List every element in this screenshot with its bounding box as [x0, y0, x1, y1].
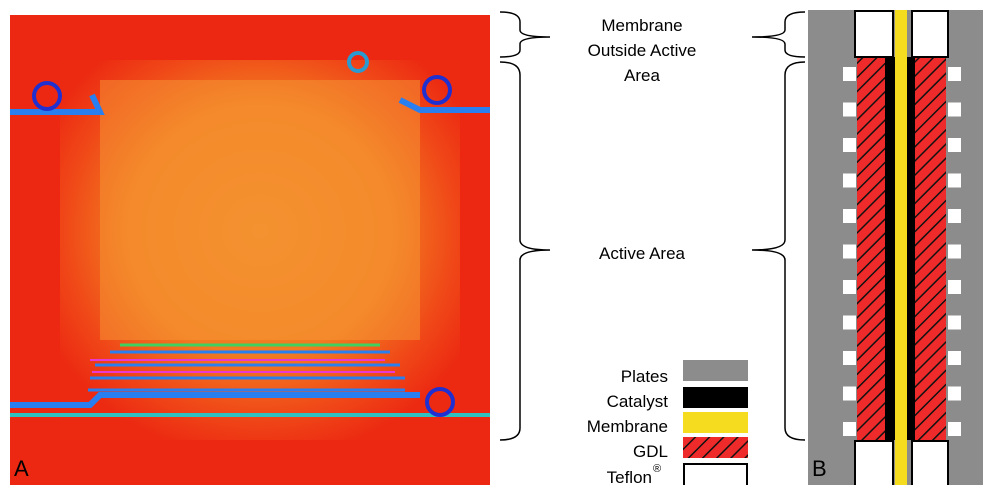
- gdl: [913, 57, 946, 440]
- braces-b: [752, 12, 805, 440]
- legend-label: GDL: [633, 442, 668, 461]
- panel-a: A: [10, 15, 490, 485]
- flow-channel: [843, 174, 856, 188]
- flow-channel: [948, 67, 961, 81]
- catalyst: [906, 57, 915, 440]
- legend-swatch: [683, 360, 748, 381]
- legend-label: Plates: [621, 367, 668, 386]
- flow-channel: [843, 387, 856, 401]
- teflon: [912, 11, 948, 57]
- flow-channel: [948, 387, 961, 401]
- panel-b: B: [808, 10, 983, 485]
- annotation: Active Area: [599, 244, 686, 263]
- legend-label: Catalyst: [607, 392, 669, 411]
- figure: A Membrane Outside Active Area Active Ar…: [0, 0, 983, 485]
- flow-channel: [843, 67, 856, 81]
- flow-channel: [948, 280, 961, 294]
- flow-channel: [843, 103, 856, 117]
- legend-label: Teflon: [607, 468, 652, 485]
- braces-a: [500, 12, 550, 440]
- flow-channel: [843, 245, 856, 259]
- flow-channel: [843, 280, 856, 294]
- catalyst: [885, 57, 895, 440]
- flow-channel: [948, 138, 961, 152]
- flow-channel: [948, 422, 961, 436]
- flow-channel: [948, 316, 961, 330]
- flow-channel: [948, 209, 961, 223]
- legend-label: Membrane: [587, 417, 668, 436]
- teflon: [855, 441, 893, 485]
- teflon: [912, 441, 948, 485]
- membrane: [895, 10, 907, 485]
- annotation-line: Outside Active: [588, 41, 697, 60]
- legend-swatch: [684, 464, 747, 485]
- annotation-line: Area: [624, 66, 660, 85]
- flow-channel: [843, 316, 856, 330]
- annotation-line: Membrane: [601, 16, 682, 35]
- flow-channel: [843, 138, 856, 152]
- flow-channel: [843, 422, 856, 436]
- legend-superscript: ®: [653, 463, 661, 475]
- teflon: [855, 11, 893, 57]
- flow-channel: [843, 209, 856, 223]
- gdl: [857, 57, 887, 440]
- legend-swatch: [683, 437, 748, 458]
- legend-swatch: [683, 412, 748, 433]
- panel-label: B: [812, 456, 827, 481]
- flow-channel: [843, 351, 856, 365]
- active-region: [100, 80, 420, 340]
- panel-label: A: [14, 456, 29, 481]
- legend-swatch: [683, 387, 748, 408]
- legend: Plates Catalyst Membrane GDL Teflon ®: [587, 360, 748, 485]
- flow-channel: [948, 174, 961, 188]
- flow-channel: [948, 245, 961, 259]
- flow-channel: [948, 103, 961, 117]
- flow-channel: [948, 351, 961, 365]
